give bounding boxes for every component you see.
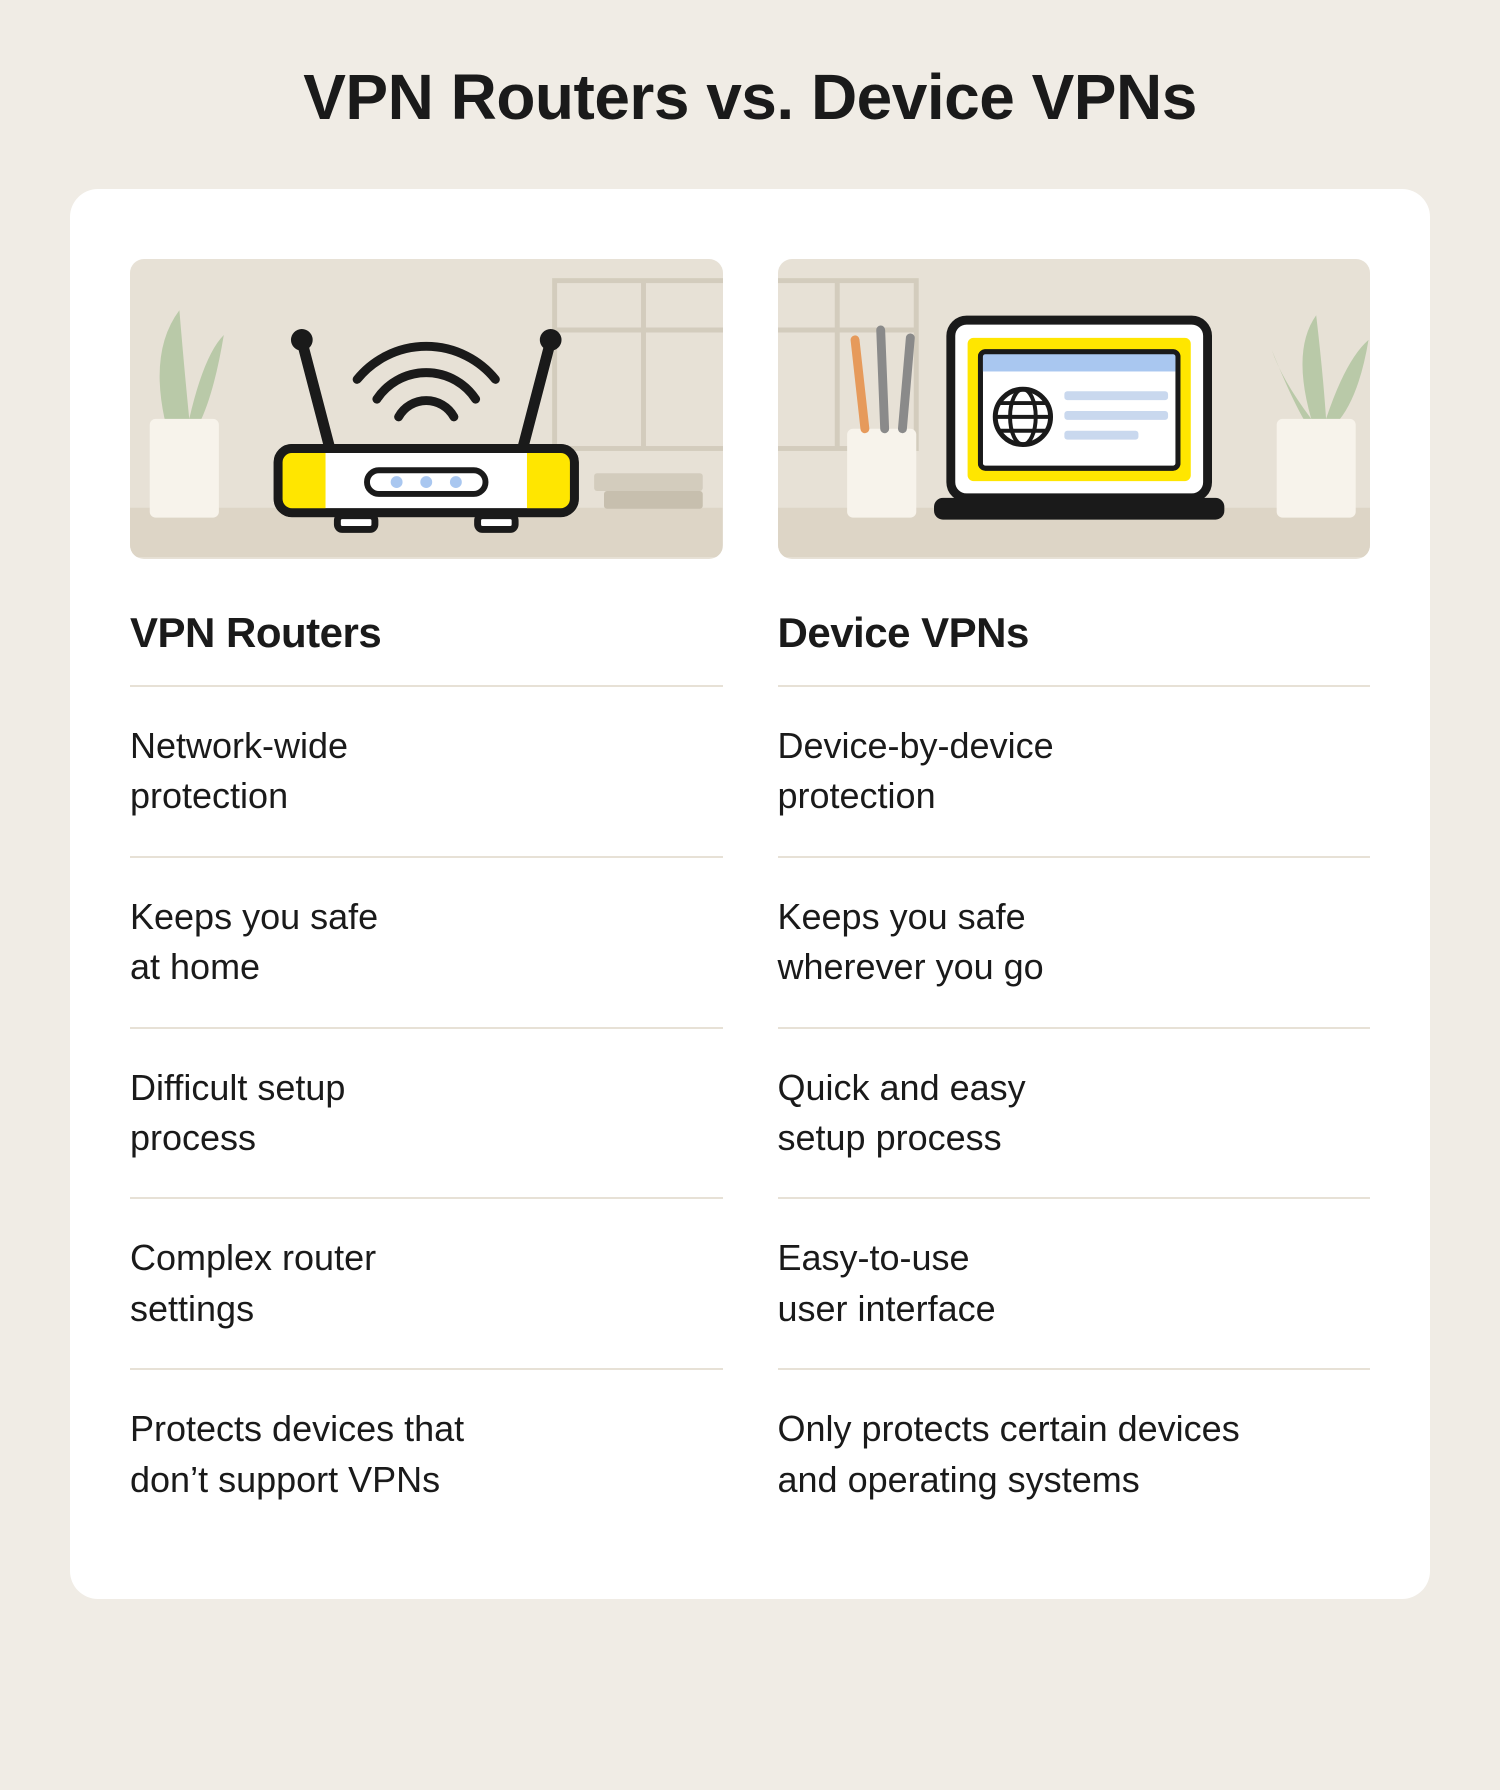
item-line: Network-wide xyxy=(130,721,723,771)
item-line: Protects devices that xyxy=(130,1404,723,1454)
item-line: process xyxy=(130,1113,723,1163)
item-line: Quick and easy xyxy=(778,1063,1371,1113)
item-line: protection xyxy=(130,771,723,821)
item-line: Keeps you safe xyxy=(778,892,1371,942)
list-item: Network-wide protection xyxy=(130,687,723,856)
item-line: user interface xyxy=(778,1284,1371,1334)
item-line: don’t support VPNs xyxy=(130,1455,723,1505)
page-title: VPN Routers vs. Device VPNs xyxy=(70,60,1430,134)
list-item: Keeps you safe at home xyxy=(130,858,723,1027)
list-item: Keeps you safe wherever you go xyxy=(778,858,1371,1027)
router-illustration xyxy=(130,259,723,559)
item-line: Easy-to-use xyxy=(778,1233,1371,1283)
list-item: Device-by-device protection xyxy=(778,687,1371,856)
item-line: and operating systems xyxy=(778,1455,1371,1505)
list-item: Protects devices that don’t support VPNs xyxy=(130,1370,723,1539)
item-line: wherever you go xyxy=(778,942,1371,992)
column-title-device-vpns: Device VPNs xyxy=(778,609,1371,657)
list-item: Complex router settings xyxy=(130,1199,723,1368)
laptop-icon xyxy=(778,259,1371,559)
list-item: Difficult setup process xyxy=(130,1029,723,1198)
column-vpn-routers: VPN Routers Network-wide protection Keep… xyxy=(130,259,723,1539)
list-item: Only protects certain devices and operat… xyxy=(778,1370,1371,1539)
router-icon xyxy=(130,259,723,559)
column-title-vpn-routers: VPN Routers xyxy=(130,609,723,657)
item-line: settings xyxy=(130,1284,723,1334)
item-line: Only protects certain devices xyxy=(778,1404,1371,1454)
item-line: Complex router xyxy=(130,1233,723,1283)
item-line: Keeps you safe xyxy=(130,892,723,942)
item-line: Device-by-device xyxy=(778,721,1371,771)
item-line: setup process xyxy=(778,1113,1371,1163)
item-line: Difficult setup xyxy=(130,1063,723,1113)
list-item: Quick and easy setup process xyxy=(778,1029,1371,1198)
item-line: protection xyxy=(778,771,1371,821)
comparison-card: VPN Routers Network-wide protection Keep… xyxy=(70,189,1430,1599)
item-line: at home xyxy=(130,942,723,992)
column-device-vpns: Device VPNs Device-by-device protection … xyxy=(778,259,1371,1539)
list-item: Easy-to-use user interface xyxy=(778,1199,1371,1368)
laptop-illustration xyxy=(778,259,1371,559)
